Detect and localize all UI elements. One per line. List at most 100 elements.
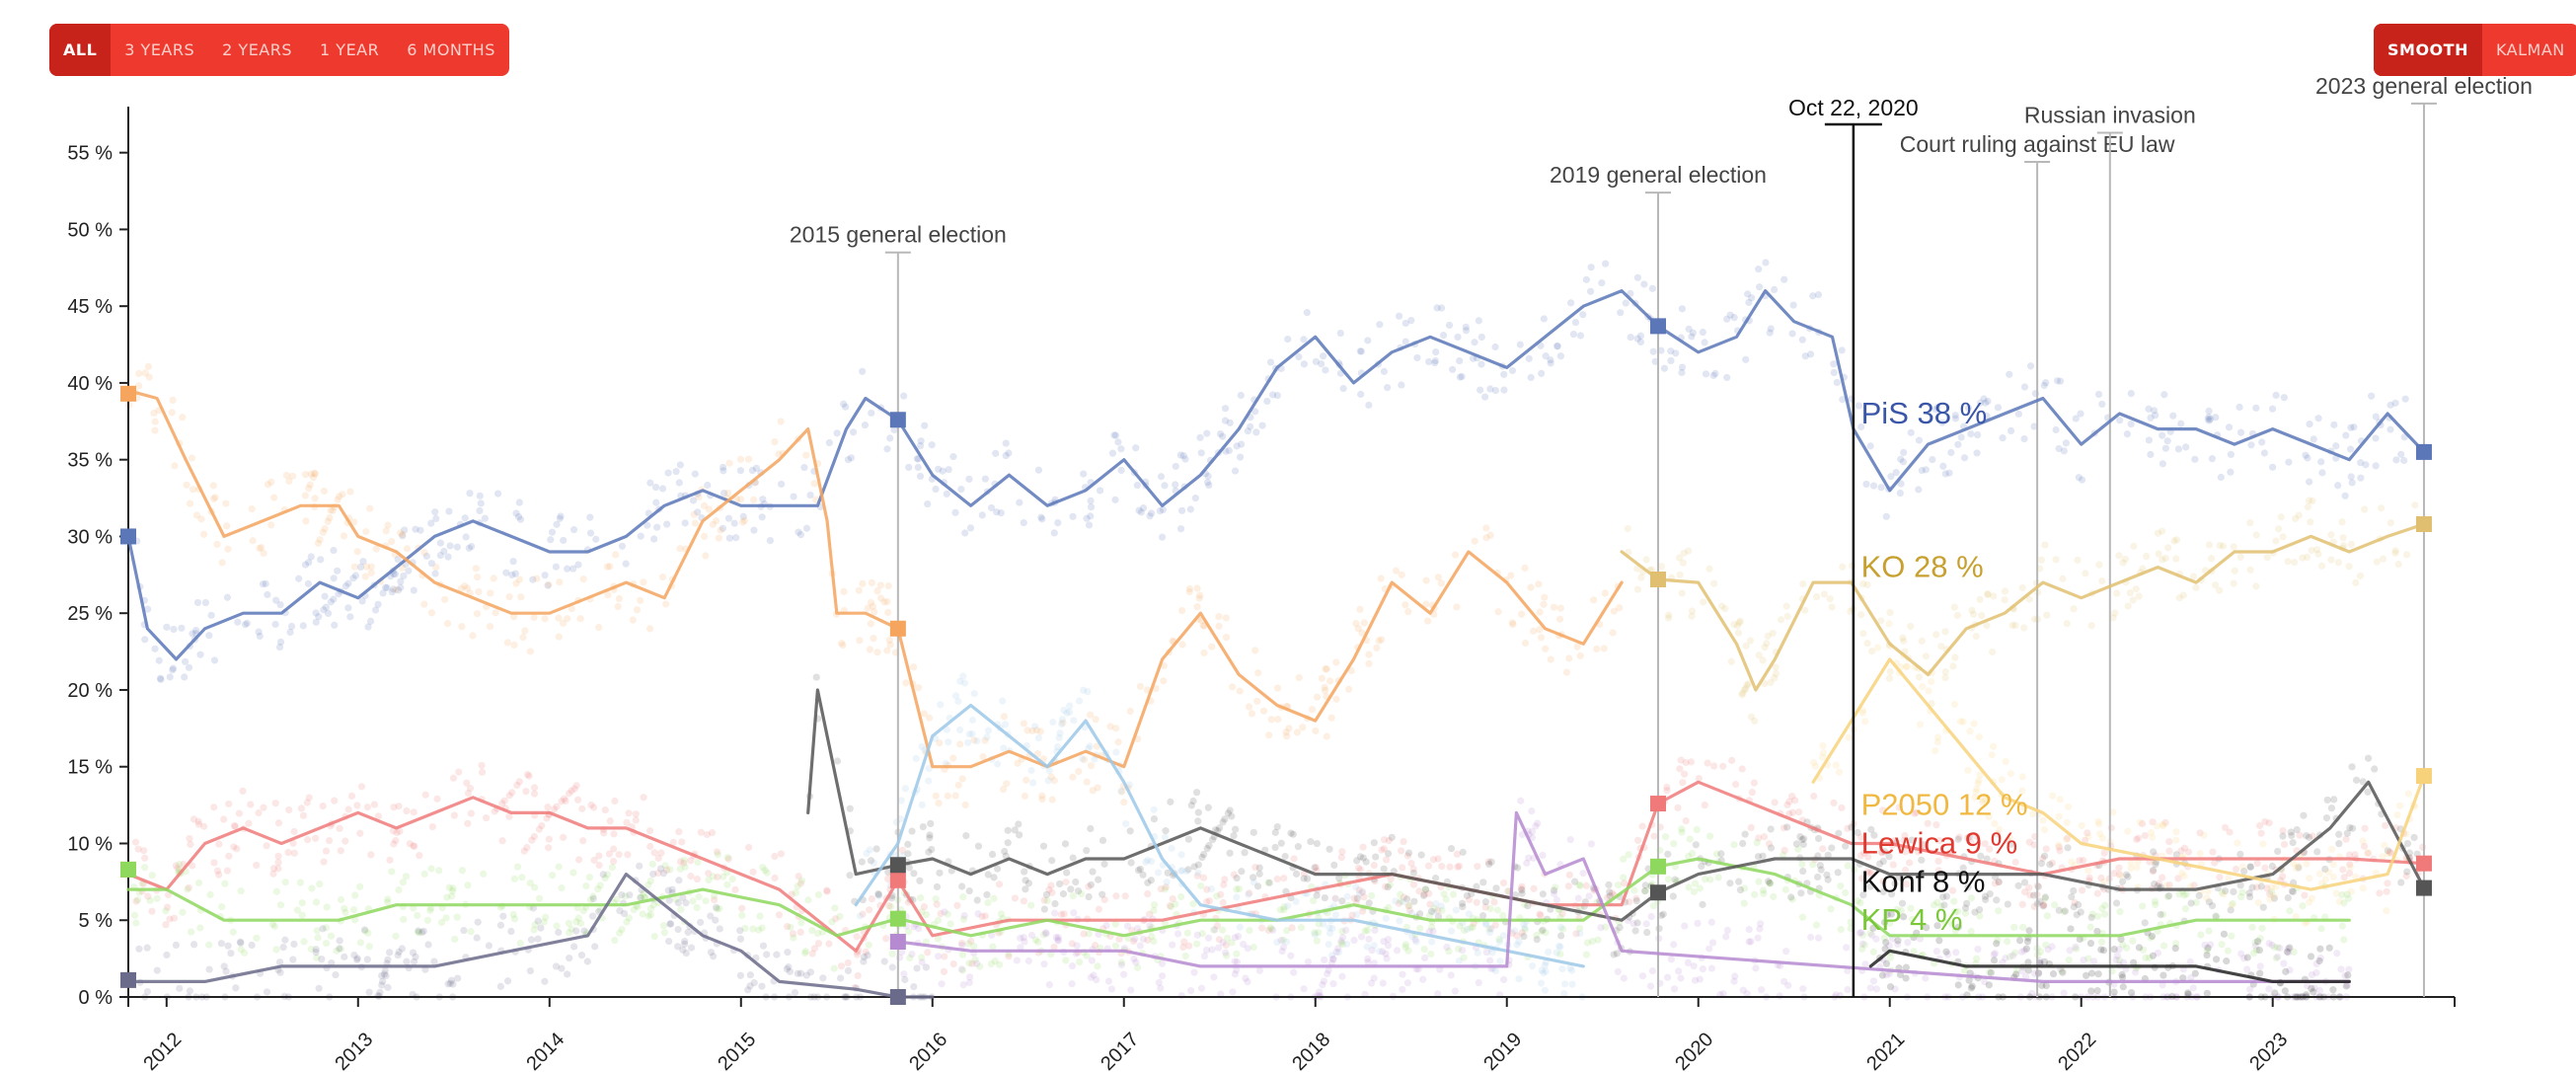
btn-1-year[interactable]: 1 YEAR (320, 40, 380, 59)
poll-dot (910, 982, 918, 991)
poll-dot (1487, 925, 1495, 933)
poll-dot (2371, 765, 2379, 773)
poll-dot (1726, 880, 1734, 887)
poll-dot (1458, 372, 1466, 381)
poll-dot (2205, 407, 2213, 415)
poll-dot (2306, 875, 2313, 882)
poll-dot (2227, 468, 2235, 476)
poll-dot (1868, 648, 1876, 655)
poll-dot (1287, 952, 1295, 959)
poll-dot (367, 563, 375, 571)
poll-dot (1869, 948, 1877, 956)
poll-dot (2052, 425, 2060, 434)
poll-dot (1083, 778, 1091, 786)
poll-dot (467, 809, 475, 817)
btn-3-years[interactable]: 3 YEARS (124, 40, 195, 59)
poll-dot (1078, 755, 1087, 763)
poll-dot (1254, 669, 1262, 677)
poll-dot (580, 927, 588, 935)
btn-all[interactable]: ALL (49, 24, 112, 76)
btn-smooth[interactable]: SMOOTH (2374, 24, 2482, 76)
poll-dot (319, 925, 327, 933)
poll-dot (1204, 472, 1212, 480)
poll-dot (1984, 589, 1992, 598)
poll-dot (2039, 854, 2047, 863)
poll-dot (1860, 849, 1868, 857)
poll-dot (2190, 881, 2198, 889)
poll-dot (1352, 883, 1360, 891)
poll-dot (689, 497, 698, 504)
poll-dot (586, 529, 595, 537)
btn-6-months[interactable]: 6 MONTHS (407, 40, 495, 59)
poll-dot (1538, 966, 1546, 974)
poll-dot (1287, 829, 1295, 837)
poll-dot (1922, 974, 1930, 982)
series-marker-ko (1649, 571, 1666, 587)
poll-dot (924, 949, 932, 957)
poll-dot (1069, 512, 1077, 520)
poll-dot (545, 580, 553, 588)
poll-dot (1610, 951, 1618, 958)
poll-dot (959, 980, 967, 989)
poll-dot (2347, 473, 2355, 481)
poll-dot (1085, 930, 1093, 938)
poll-dot (922, 963, 931, 971)
poll-dot (1839, 563, 1847, 571)
poll-dot (917, 437, 925, 445)
poll-dot (674, 925, 682, 934)
poll-dot (1990, 592, 1998, 600)
poll-dot (2154, 529, 2162, 537)
poll-dot (1736, 885, 1745, 894)
poll-dot (1159, 505, 1167, 514)
poll-dot (1439, 332, 1448, 340)
poll-dot (525, 772, 533, 780)
poll-dot (1835, 768, 1844, 776)
poll-dot (1430, 908, 1438, 916)
poll-dot (2154, 822, 2161, 830)
poll-dot (316, 880, 324, 888)
poll-dot (2094, 390, 2103, 399)
btn-2-years[interactable]: 2 YEARS (222, 40, 293, 59)
poll-dot (2127, 420, 2135, 428)
poll-dot (480, 870, 488, 878)
poll-dot (1469, 354, 1477, 362)
poll-dot (1977, 612, 1986, 620)
poll-dot (1072, 878, 1080, 886)
poll-dot (168, 409, 176, 417)
poll-dot (738, 911, 746, 919)
poll-dot (1115, 935, 1123, 943)
poll-dot (657, 849, 665, 857)
poll-dot (1221, 405, 1230, 413)
poll-dot (560, 833, 568, 841)
poll-dot (2159, 460, 2166, 468)
poll-dot (1253, 697, 1261, 705)
poll-dot (1565, 871, 1573, 879)
poll-dot (450, 811, 458, 819)
poll-dot (1974, 946, 1982, 954)
poll-dot (941, 953, 948, 960)
poll-dot (1404, 902, 1412, 910)
poll-dot (2179, 591, 2187, 599)
poll-dot (2051, 901, 2059, 909)
poll-dot (1762, 259, 1770, 267)
poll-dot (1792, 840, 1800, 848)
btn-kalman[interactable]: KALMAN (2495, 40, 2565, 59)
poll-dot (558, 884, 566, 892)
poll-dot (1380, 367, 1389, 375)
poll-dot (1222, 949, 1230, 957)
poll-dot (2350, 423, 2358, 431)
poll-dot (766, 537, 775, 545)
poll-dot (2265, 940, 2273, 948)
poll-dot (2172, 828, 2180, 836)
poll-dot (231, 822, 239, 830)
poll-dot (1688, 333, 1696, 341)
poll-dot (680, 859, 688, 867)
poll-dot (1087, 824, 1095, 833)
poll-dot (2126, 588, 2134, 597)
poll-dot (2034, 969, 2043, 977)
poll-dot (1681, 770, 1689, 778)
poll-dot (1642, 556, 1650, 564)
poll-dot (2237, 893, 2245, 901)
poll-dot (717, 526, 724, 534)
